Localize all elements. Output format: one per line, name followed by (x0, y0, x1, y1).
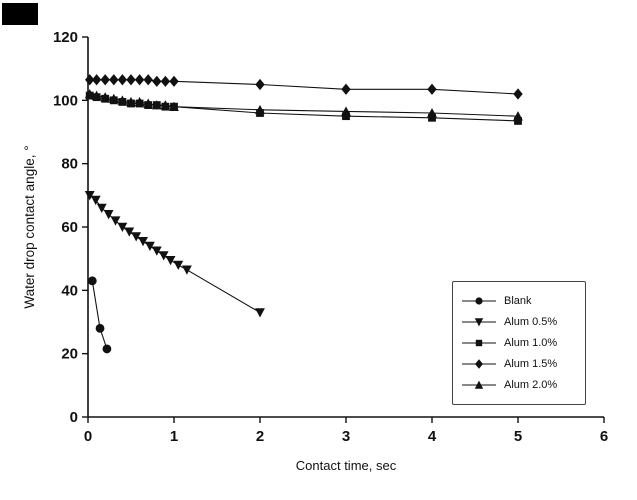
x-tick-label: 3 (342, 428, 350, 445)
data-point-marker (131, 232, 142, 242)
data-point-marker (169, 75, 179, 87)
legend-item-alum-1-0: Alum 1.0% (461, 337, 577, 349)
legend-label: Blank (504, 295, 532, 307)
data-point-marker (151, 246, 162, 256)
data-point-marker (95, 323, 105, 333)
triangle-up-marker-icon (462, 380, 496, 389)
y-tick-label: 0 (70, 409, 78, 426)
x-tick-label: 1 (170, 428, 178, 445)
y-tick-label: 100 (53, 92, 78, 109)
data-point-marker (100, 92, 111, 102)
data-point-marker (428, 113, 436, 122)
data-point-marker (160, 100, 171, 110)
data-point-marker (126, 96, 136, 107)
y-tick-label: 60 (61, 219, 78, 236)
data-point-marker (514, 117, 522, 125)
legend-item-blank: Blank (461, 295, 577, 307)
legend-item-alum-2-0: Alum 2.0% (461, 379, 577, 391)
legend-item-alum-1-5: Alum 1.5% (461, 358, 577, 370)
data-point-marker (90, 195, 101, 206)
scan-artifact-mark (2, 3, 38, 25)
data-point-marker (427, 108, 437, 118)
legend-label: Alum 1.0% (504, 337, 558, 349)
data-point-marker (87, 276, 97, 286)
square-marker-icon (462, 339, 496, 347)
data-point-marker (85, 74, 95, 86)
data-point-marker (91, 74, 102, 86)
data-point-marker (100, 74, 110, 86)
series-line (91, 280, 108, 350)
circle-marker-icon (462, 297, 496, 305)
y-tick-label: 80 (61, 156, 78, 173)
legend-item-alum-0-5: Alum 0.5% (461, 316, 577, 328)
data-point-marker (158, 251, 169, 261)
data-point-marker (124, 227, 135, 237)
data-point-marker (145, 241, 155, 251)
data-point-marker (341, 83, 351, 95)
data-point-marker (513, 88, 523, 100)
legend-label: Alum 0.5% (504, 316, 558, 328)
x-tick-label: 5 (514, 428, 522, 445)
data-point-marker (134, 96, 145, 107)
data-point-marker (342, 112, 350, 121)
data-point-marker (117, 95, 128, 105)
x-tick-label: 4 (428, 428, 437, 445)
data-point-marker (126, 74, 136, 86)
data-point-marker (173, 260, 184, 270)
data-point-marker (427, 83, 437, 95)
x-tick-label: 0 (84, 428, 92, 445)
data-point-marker (160, 75, 171, 87)
x-tick-label: 6 (600, 428, 608, 445)
data-point-marker (91, 90, 102, 100)
y-tick-label: 40 (61, 282, 78, 299)
data-point-marker (255, 104, 265, 115)
data-point-marker (108, 93, 119, 104)
data-point-marker (143, 98, 154, 108)
triangle-down-marker-icon (462, 318, 496, 327)
data-point-marker (117, 74, 128, 86)
y-tick-label: 120 (53, 29, 78, 46)
legend-label: Alum 1.5% (504, 358, 558, 370)
data-point-marker (109, 74, 119, 86)
data-point-marker (103, 210, 114, 220)
data-point-marker (151, 100, 162, 110)
data-point-marker (138, 236, 148, 247)
data-point-marker (84, 89, 95, 99)
legend: Blank Alum 0.5% Alum 1.0% Alum 1.5% (452, 281, 586, 405)
data-point-marker (96, 203, 107, 213)
data-point-marker (182, 265, 192, 275)
y-tick-label: 20 (61, 346, 78, 363)
y-axis-label: Water drop contact angle, ° (22, 145, 37, 309)
legend-label: Alum 2.0% (504, 379, 558, 391)
data-point-marker (255, 308, 265, 318)
data-point-marker (84, 191, 95, 201)
data-point-marker (513, 111, 523, 121)
data-point-marker (152, 75, 162, 87)
data-point-marker (102, 344, 112, 354)
data-point-marker (165, 255, 176, 266)
data-point-marker (110, 216, 121, 226)
series-line (89, 194, 261, 313)
data-point-marker (117, 222, 128, 232)
data-point-marker (134, 74, 145, 86)
data-point-marker (255, 78, 265, 91)
data-point-marker (341, 106, 351, 116)
data-point-marker (143, 74, 153, 86)
x-axis-label: Contact time, sec (295, 458, 397, 473)
x-tick-label: 2 (256, 428, 264, 445)
data-point-marker (169, 101, 179, 111)
diamond-marker-icon (462, 359, 496, 369)
